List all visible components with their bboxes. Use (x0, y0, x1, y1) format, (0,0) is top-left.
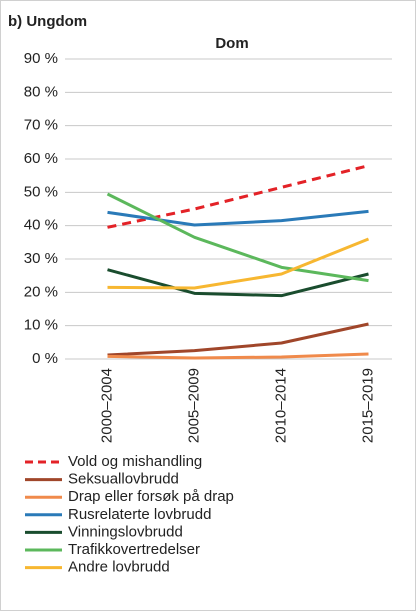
legend-label: Andre lovbrudd (68, 559, 170, 576)
x-tick-label: 2005–2009 (185, 368, 202, 443)
y-tick-label: 70 % (24, 117, 58, 134)
x-tick-label: 2015–2019 (359, 368, 376, 443)
legend-label: Drap eller forsøk på drap (68, 488, 234, 505)
legend-label: Rusrelaterte lovbrudd (68, 506, 211, 523)
series-line (107, 268, 369, 298)
chart-title: Dom (215, 35, 248, 52)
y-tick-label: 30 % (24, 250, 58, 267)
series-line (107, 322, 369, 357)
x-tick-label: 2000–2004 (98, 368, 115, 443)
y-tick-label: 20 % (24, 283, 58, 300)
y-tick-label: 50 % (24, 183, 58, 200)
y-tick-label: 90 % (24, 50, 58, 67)
legend-label: Seksuallovbrudd (68, 471, 179, 488)
x-tick-label: 2010–2014 (272, 368, 289, 443)
panel-label: b) Ungdom (8, 13, 87, 30)
legend-label: Vinningslovbrudd (68, 523, 183, 540)
y-tick-label: 60 % (24, 150, 58, 167)
y-tick-label: 40 % (24, 217, 58, 234)
y-tick-label: 0 % (32, 350, 58, 367)
series-line (107, 352, 369, 360)
legend-label: Trafikkovertredelser (68, 541, 200, 558)
series-line (107, 237, 370, 290)
legend-label: Vold og mishandling (68, 453, 202, 470)
y-tick-label: 80 % (24, 83, 58, 100)
series-line (107, 209, 369, 227)
y-tick-label: 10 % (24, 317, 58, 334)
series-line (106, 192, 369, 283)
